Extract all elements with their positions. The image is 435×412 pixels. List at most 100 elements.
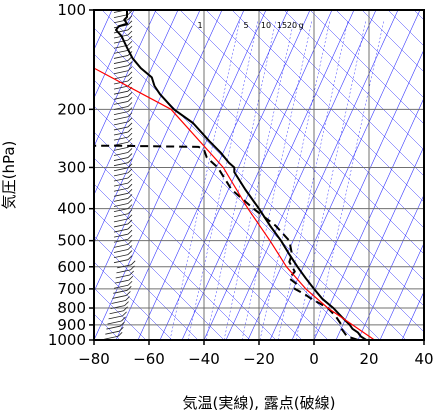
mixing-ratio-line [223, 19, 295, 340]
isotherm-line [379, 242, 424, 340]
background-lines [94, 10, 424, 340]
mixing-ratio-label: 20 [287, 21, 297, 30]
wind-barb-flag [127, 61, 133, 66]
wind-barb [113, 198, 129, 202]
mixing-ratio-label: 1 [197, 21, 202, 30]
y-tick-label: 200 [57, 100, 86, 118]
pressure-temperature-grid [94, 10, 424, 340]
wind-barb [113, 208, 129, 213]
wind-barb-flag [122, 311, 127, 317]
wind-barb-flag [119, 326, 124, 332]
dry-adiabat-line [205, 10, 424, 229]
wind-barb [113, 101, 129, 105]
isotherm-line [94, 10, 135, 99]
wind-barb [113, 111, 129, 116]
wind-barb [116, 269, 131, 274]
wind-barb-flag [127, 137, 133, 143]
wind-barb-flag [127, 25, 133, 31]
wind-barb-flag [127, 15, 133, 20]
wind-barb [113, 141, 129, 146]
wind-barb-flag [127, 183, 133, 189]
wind-barb-flag [129, 270, 134, 276]
wind-barb-flag [127, 209, 133, 215]
wind-barb [114, 279, 130, 284]
wind-barb [113, 131, 129, 136]
wind-barb [113, 106, 129, 110]
mixing-ratio-line [205, 19, 277, 340]
wind-barb [106, 325, 121, 330]
wind-barb-flag [127, 30, 133, 36]
wind-barb [109, 310, 124, 315]
dry-adiabat-line [94, 131, 303, 340]
wind-barb [113, 90, 129, 95]
wind-barb [113, 228, 129, 233]
wind-barb-flag [127, 158, 133, 163]
mixing-ratio-line [259, 19, 331, 340]
wind-barb [104, 335, 119, 340]
reference-line [94, 67, 375, 340]
wind-barb [115, 274, 130, 279]
wind-barb-flag [127, 214, 133, 220]
isotherm-line [357, 194, 424, 340]
mixing-ratio-line [295, 19, 367, 340]
profile-lines [94, 10, 375, 340]
wind-barb [113, 75, 129, 80]
mixing-ratio-label: 10 [261, 21, 271, 30]
isotherm-line [423, 339, 424, 340]
wind-barb-flag [127, 20, 133, 26]
wind-barb-flag [127, 112, 133, 118]
y-tick-label: 800 [57, 299, 86, 317]
wind-barb-flag [127, 148, 133, 153]
isotherm-line [313, 97, 424, 340]
wind-barb [113, 152, 129, 156]
wind-barb [114, 284, 129, 289]
x-tick-label: 40 [414, 350, 433, 368]
dry-adiabat-line [94, 183, 251, 340]
wind-barb-flag [130, 265, 135, 271]
wind-barb-flag [127, 35, 133, 41]
wind-barb [113, 116, 129, 121]
dry-adiabat-line [231, 10, 424, 203]
wind-barb-flag [127, 40, 133, 46]
wind-barb [113, 95, 129, 100]
wind-barb [113, 289, 128, 294]
dry-adiabat-line [309, 10, 424, 125]
wind-barb [113, 146, 129, 151]
wind-barb-flag [128, 5, 132, 9]
wind-barb-flag [127, 81, 133, 87]
wind-barb-flag [127, 76, 133, 82]
wind-barb [112, 295, 127, 299]
wind-barb [111, 300, 126, 304]
dry-adiabat-line [94, 157, 277, 340]
wind-barb-flag [120, 321, 125, 327]
wind-barb [113, 254, 129, 258]
wind-barb-flag [127, 240, 133, 245]
mixing-ratio-line [313, 19, 385, 340]
wind-barb [113, 136, 129, 141]
isotherm-line [203, 10, 355, 340]
wind-barb [108, 315, 123, 320]
wind-barb-flag [127, 173, 133, 179]
wind-barb-flag [130, 260, 136, 266]
dry-adiabat-line [179, 10, 424, 255]
wind-barb-flag [117, 331, 123, 337]
wind-barb [113, 167, 129, 172]
isotherm-line [181, 10, 333, 340]
wind-barb [113, 192, 129, 197]
wind-barb [113, 203, 129, 207]
wind-barb-flag [127, 163, 133, 169]
wind-barb [113, 238, 129, 243]
wind-barb [113, 65, 129, 70]
wind-barb-flag [127, 199, 133, 204]
wind-barb-flag [124, 301, 129, 306]
wind-barb [113, 172, 129, 177]
wind-barb-flag [127, 229, 133, 235]
wind-barb [113, 14, 129, 18]
dry-adiabat-line [335, 10, 424, 99]
wind-barb [113, 187, 129, 192]
wind-barb-flag [125, 296, 130, 301]
wind-barb [113, 162, 129, 167]
mixing-ratio-line [241, 19, 313, 340]
